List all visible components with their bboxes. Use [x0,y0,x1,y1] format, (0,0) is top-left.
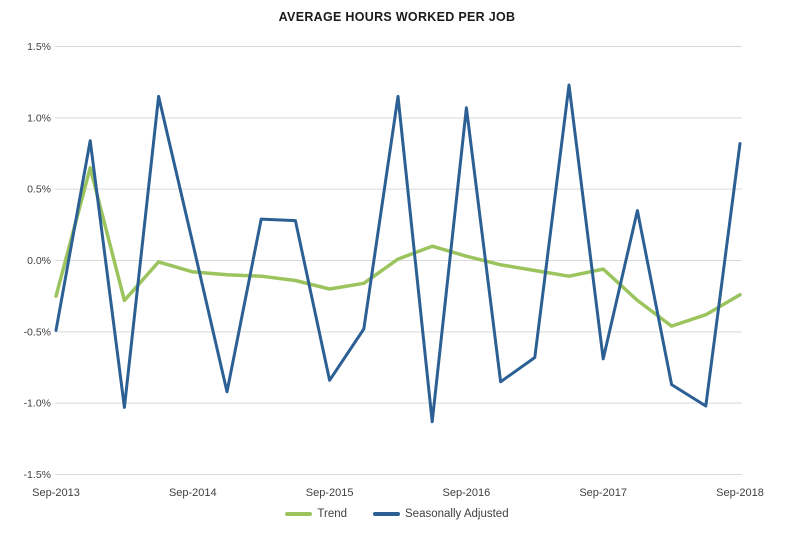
x-tick-label: Sep-2016 [443,487,491,499]
y-tick-label: 0.5% [27,184,51,196]
x-tick-label: Sep-2018 [716,487,764,499]
x-tick-label: Sep-2015 [306,487,354,499]
legend-label-seasonally-adjusted: Seasonally Adjusted [405,508,509,520]
legend-item-seasonally-adjusted: Seasonally Adjusted [373,508,509,520]
x-tick-label: Sep-2014 [169,487,217,499]
y-tick-label: -0.5% [24,326,51,338]
chart-title: AVERAGE HOURS WORKED PER JOB [278,10,516,24]
y-tick-label: 0.0% [27,255,51,267]
legend-item-trend: Trend [285,508,347,520]
y-tick-label: 1.0% [27,112,51,124]
trend-line-swatch [285,512,313,516]
legend: Trend Seasonally Adjusted [0,508,794,520]
legend-label-trend: Trend [317,508,348,520]
y-tick-label: 1.5% [27,41,51,53]
trend-line [54,166,742,328]
x-tick-label: Sep-2013 [32,487,80,499]
seasonally-adjusted-line-swatch [373,512,401,516]
x-tick-label: Sep-2017 [579,487,627,499]
y-tick-label: -1.5% [24,469,51,481]
seasonally-adjusted-line [54,83,742,424]
y-tick-label: -1.0% [24,398,51,410]
